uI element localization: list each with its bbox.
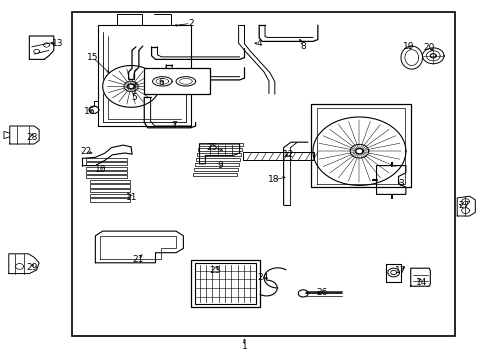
- Text: 4: 4: [256, 39, 262, 48]
- Bar: [196, 158, 240, 161]
- Bar: [72, 12, 454, 336]
- Bar: [243, 152, 313, 160]
- Bar: [194, 168, 238, 171]
- Text: 26: 26: [315, 288, 327, 297]
- Bar: [85, 167, 127, 170]
- Text: 5: 5: [131, 93, 137, 102]
- Text: 19: 19: [402, 42, 414, 51]
- Text: 23: 23: [209, 266, 221, 275]
- Polygon shape: [312, 117, 405, 185]
- Bar: [90, 189, 129, 192]
- Text: 24: 24: [257, 274, 268, 282]
- Text: 12: 12: [282, 150, 294, 159]
- Text: 17: 17: [394, 266, 406, 275]
- Text: 15: 15: [87, 53, 99, 62]
- Bar: [194, 263, 255, 304]
- Text: 16: 16: [83, 107, 95, 116]
- Bar: [198, 148, 242, 151]
- Bar: [195, 163, 239, 166]
- Text: 7: 7: [170, 122, 176, 130]
- Text: 2: 2: [187, 19, 193, 28]
- Polygon shape: [422, 48, 443, 64]
- Bar: [85, 158, 127, 161]
- Bar: [85, 175, 127, 178]
- Polygon shape: [102, 66, 159, 107]
- Text: 6: 6: [158, 78, 164, 87]
- Text: 27: 27: [457, 201, 468, 210]
- Text: 28: 28: [26, 133, 38, 142]
- Bar: [90, 194, 129, 197]
- Text: 14: 14: [415, 278, 427, 287]
- Text: 20: 20: [423, 43, 434, 52]
- Polygon shape: [176, 77, 195, 86]
- Text: 3: 3: [397, 179, 403, 188]
- Text: 29: 29: [26, 263, 38, 271]
- Text: 18: 18: [267, 175, 279, 184]
- Text: 22: 22: [80, 147, 91, 156]
- Bar: [197, 153, 241, 156]
- Polygon shape: [400, 46, 422, 69]
- Bar: [98, 25, 190, 126]
- Bar: [90, 198, 129, 202]
- Bar: [193, 173, 237, 176]
- Bar: [85, 162, 127, 165]
- Polygon shape: [152, 77, 172, 86]
- Text: 11: 11: [126, 194, 138, 202]
- Polygon shape: [355, 148, 363, 154]
- Bar: [85, 171, 127, 174]
- Text: 1: 1: [241, 342, 247, 351]
- Bar: [90, 184, 129, 188]
- Text: 10: 10: [94, 165, 106, 174]
- Text: 9: 9: [217, 161, 223, 170]
- Text: 21: 21: [132, 256, 143, 264]
- Text: 13: 13: [52, 40, 63, 49]
- Bar: [90, 180, 129, 183]
- Bar: [199, 143, 243, 146]
- Bar: [144, 68, 210, 94]
- Text: 8: 8: [300, 42, 305, 51]
- Text: 25: 25: [206, 143, 218, 152]
